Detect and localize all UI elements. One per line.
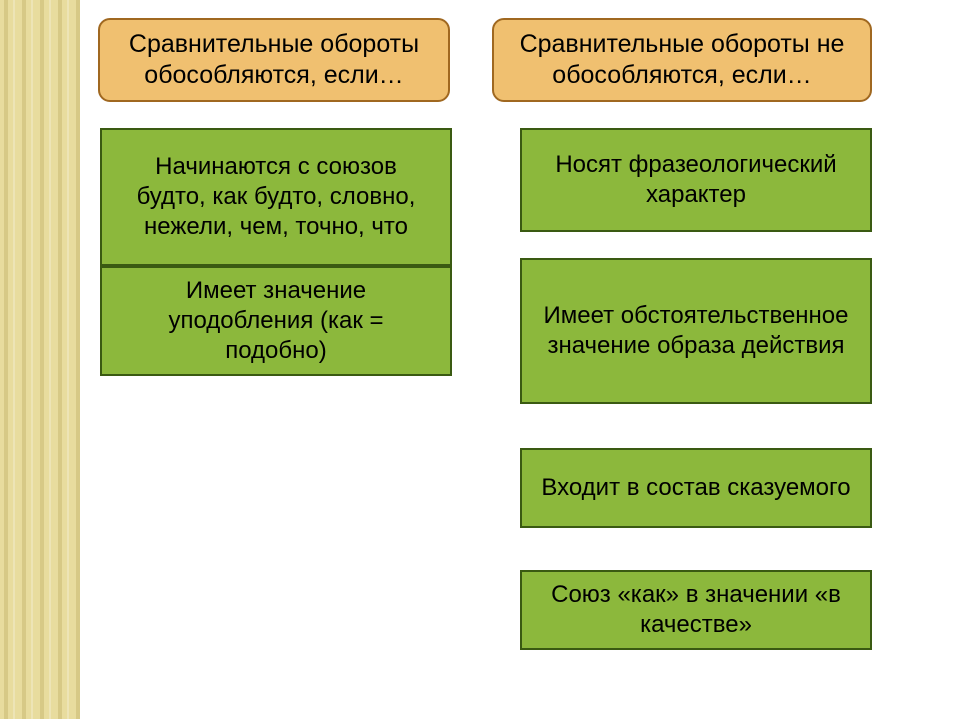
right-item-3: Входит в состав сказуемого	[520, 448, 872, 528]
right-item-4-text: Союз «как» в значении «в качестве»	[540, 580, 852, 640]
left-item-2-text: Имеет значение уподобления (как = подобн…	[120, 276, 432, 366]
left-header-text: Сравнительные обороты обособляются, если…	[118, 29, 430, 92]
right-item-4: Союз «как» в значении «в качестве»	[520, 570, 872, 650]
left-item-1-text: Начинаются с союзов будто, как будто, сл…	[120, 152, 432, 242]
left-header: Сравнительные обороты обособляются, если…	[98, 18, 450, 102]
right-header-text: Сравнительные обороты не обособляются, е…	[512, 29, 852, 92]
right-item-1-text: Носят фразеологический характер	[540, 150, 852, 210]
left-item-2: Имеет значение уподобления (как = подобн…	[100, 266, 452, 376]
slide-canvas: Сравнительные обороты обособляются, если…	[0, 0, 958, 719]
decorative-stripe	[0, 0, 80, 719]
right-item-3-text: Входит в состав сказуемого	[541, 473, 850, 503]
left-item-1: Начинаются с союзов будто, как будто, сл…	[100, 128, 452, 266]
right-item-2: Имеет обстоятельственное значение образа…	[520, 258, 872, 404]
right-item-2-text: Имеет обстоятельственное значение образа…	[540, 301, 852, 361]
right-header: Сравнительные обороты не обособляются, е…	[492, 18, 872, 102]
right-item-1: Носят фразеологический характер	[520, 128, 872, 232]
